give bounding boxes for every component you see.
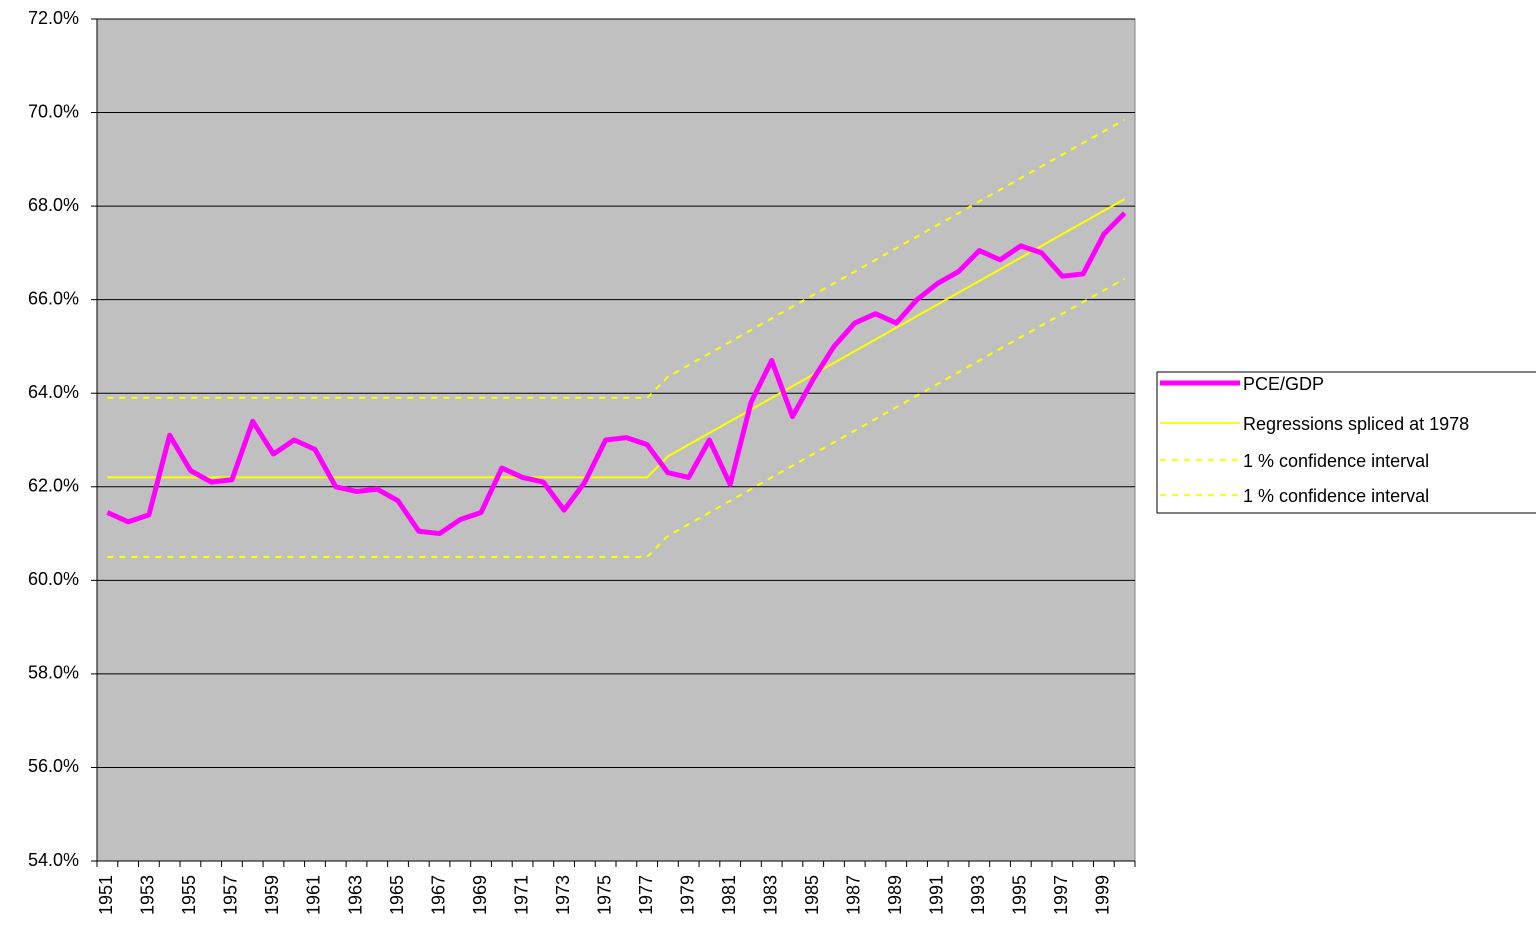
x-tick-label: 1977 <box>636 875 656 915</box>
x-tick-label: 1969 <box>470 875 490 915</box>
y-tick-label: 54.0% <box>28 850 79 870</box>
x-tick-label: 1993 <box>968 875 988 915</box>
series-line <box>107 277 1126 558</box>
x-tick-label: 1951 <box>96 875 116 915</box>
x-tick-label: 1959 <box>262 875 282 915</box>
x-tick-label: 1979 <box>677 875 697 915</box>
series-line <box>106 211 1127 537</box>
y-tick-label: 70.0% <box>28 101 79 121</box>
y-tick-label: 62.0% <box>28 476 79 496</box>
y-tick-label: 72.0% <box>28 8 79 28</box>
legend-label: 1 % confidence interval <box>1243 451 1429 471</box>
x-tick-label: 1995 <box>1010 875 1030 915</box>
x-tick-label: 1973 <box>553 875 573 915</box>
x-tick-label: 1971 <box>511 875 531 915</box>
legend-label: Regressions spliced at 1978 <box>1243 414 1469 434</box>
legend-label: PCE/GDP <box>1243 374 1324 394</box>
x-tick-label: 1955 <box>179 875 199 915</box>
x-tick-label: 1967 <box>428 875 448 915</box>
legend-box <box>1156 371 1536 514</box>
series-line <box>107 198 1126 479</box>
x-tick-label: 1975 <box>594 875 614 915</box>
x-tick-label: 1985 <box>802 875 822 915</box>
x-tick-label: 1997 <box>1051 875 1071 915</box>
y-tick-label: 58.0% <box>28 663 79 683</box>
x-tick-label: 1999 <box>1093 875 1113 915</box>
legend-label: 1 % confidence interval <box>1243 486 1429 506</box>
y-tick-label: 68.0% <box>28 195 79 215</box>
y-tick-label: 56.0% <box>28 756 79 776</box>
x-tick-label: 1965 <box>387 875 407 915</box>
x-tick-label: 1957 <box>221 875 241 915</box>
y-tick-label: 60.0% <box>28 569 79 589</box>
x-tick-label: 1991 <box>927 875 947 915</box>
series-line <box>107 118 1126 399</box>
x-tick-label: 1981 <box>719 875 739 915</box>
x-tick-label: 1983 <box>760 875 780 915</box>
y-tick-label: 64.0% <box>28 382 79 402</box>
y-tick-label: 66.0% <box>28 288 79 308</box>
x-tick-label: 1989 <box>885 875 905 915</box>
x-tick-label: 1987 <box>843 875 863 915</box>
x-tick-label: 1963 <box>345 875 365 915</box>
x-tick-label: 1953 <box>138 875 158 915</box>
x-tick-label: 1961 <box>304 875 324 915</box>
